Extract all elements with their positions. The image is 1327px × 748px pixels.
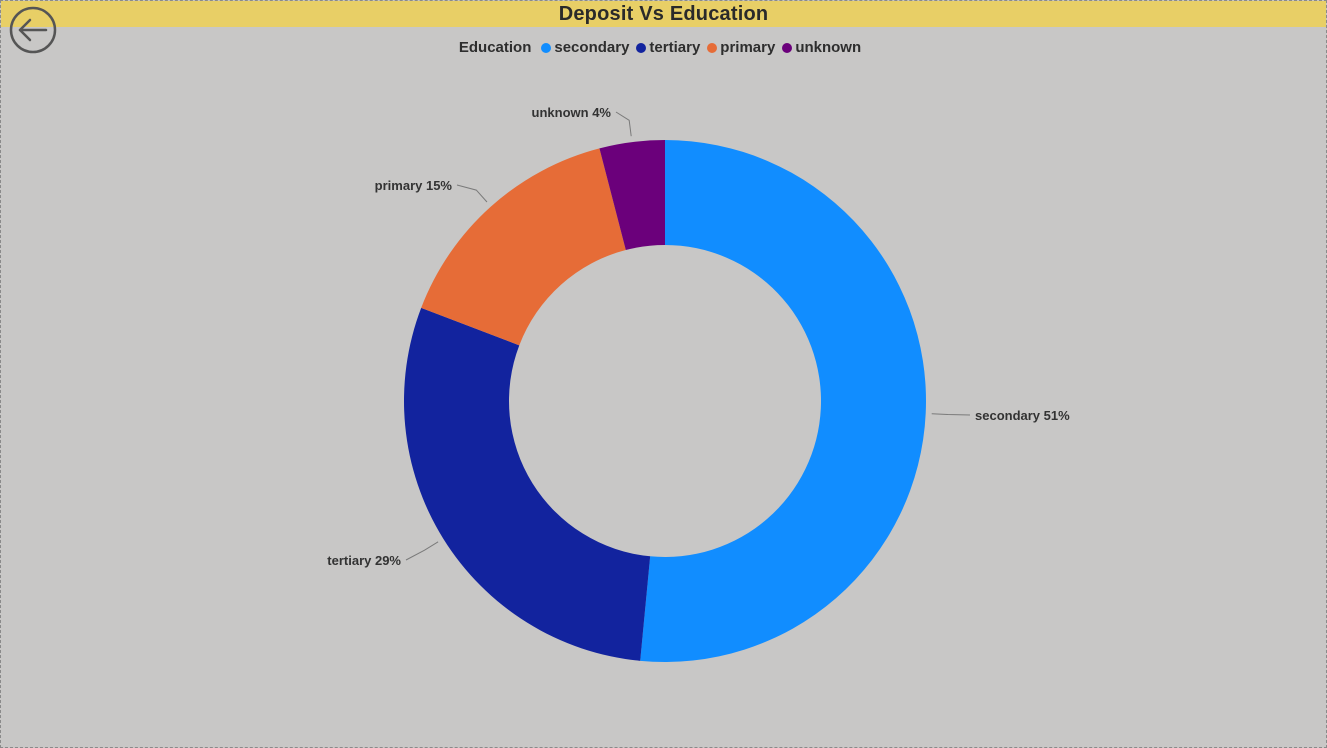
data-label-secondary: secondary 51%: [975, 408, 1070, 423]
data-label-tertiary: tertiary 29%: [327, 553, 401, 568]
leader-line-secondary: [931, 413, 971, 416]
leader-line-primary: [456, 184, 488, 203]
leader-line-unknown: [615, 111, 632, 137]
legend-item-secondary[interactable]: secondary: [541, 39, 629, 56]
legend-item-unknown[interactable]: unknown: [782, 39, 861, 56]
legend-dot-primary: [707, 42, 718, 53]
legend-label-tertiary: tertiary: [649, 39, 701, 56]
legend-label-unknown: unknown: [795, 39, 862, 56]
back-arrow-icon[interactable]: [9, 6, 57, 54]
slice-primary[interactable]: [421, 148, 626, 346]
chart-legend: Education secondary tertiary primary unk…: [1, 39, 1326, 56]
legend-label-secondary: secondary: [554, 39, 630, 56]
leader-line-tertiary: [405, 541, 439, 561]
page-title: Deposit Vs Education: [558, 2, 769, 25]
legend-dot-unknown: [782, 42, 793, 53]
legend-item-tertiary[interactable]: tertiary: [636, 39, 700, 56]
legend-label-primary: primary: [720, 39, 776, 56]
data-label-primary: primary 15%: [375, 178, 453, 193]
legend-dot-secondary: [541, 42, 552, 53]
legend-dot-tertiary: [636, 42, 647, 53]
legend-title: Education: [458, 39, 532, 56]
slice-tertiary[interactable]: [404, 307, 651, 661]
slice-unknown[interactable]: [599, 140, 665, 250]
slice-secondary[interactable]: [640, 140, 926, 662]
data-label-unknown: unknown 4%: [532, 105, 612, 120]
legend-item-primary[interactable]: primary: [707, 39, 775, 56]
title-bar: Deposit Vs Education: [1, 1, 1326, 27]
